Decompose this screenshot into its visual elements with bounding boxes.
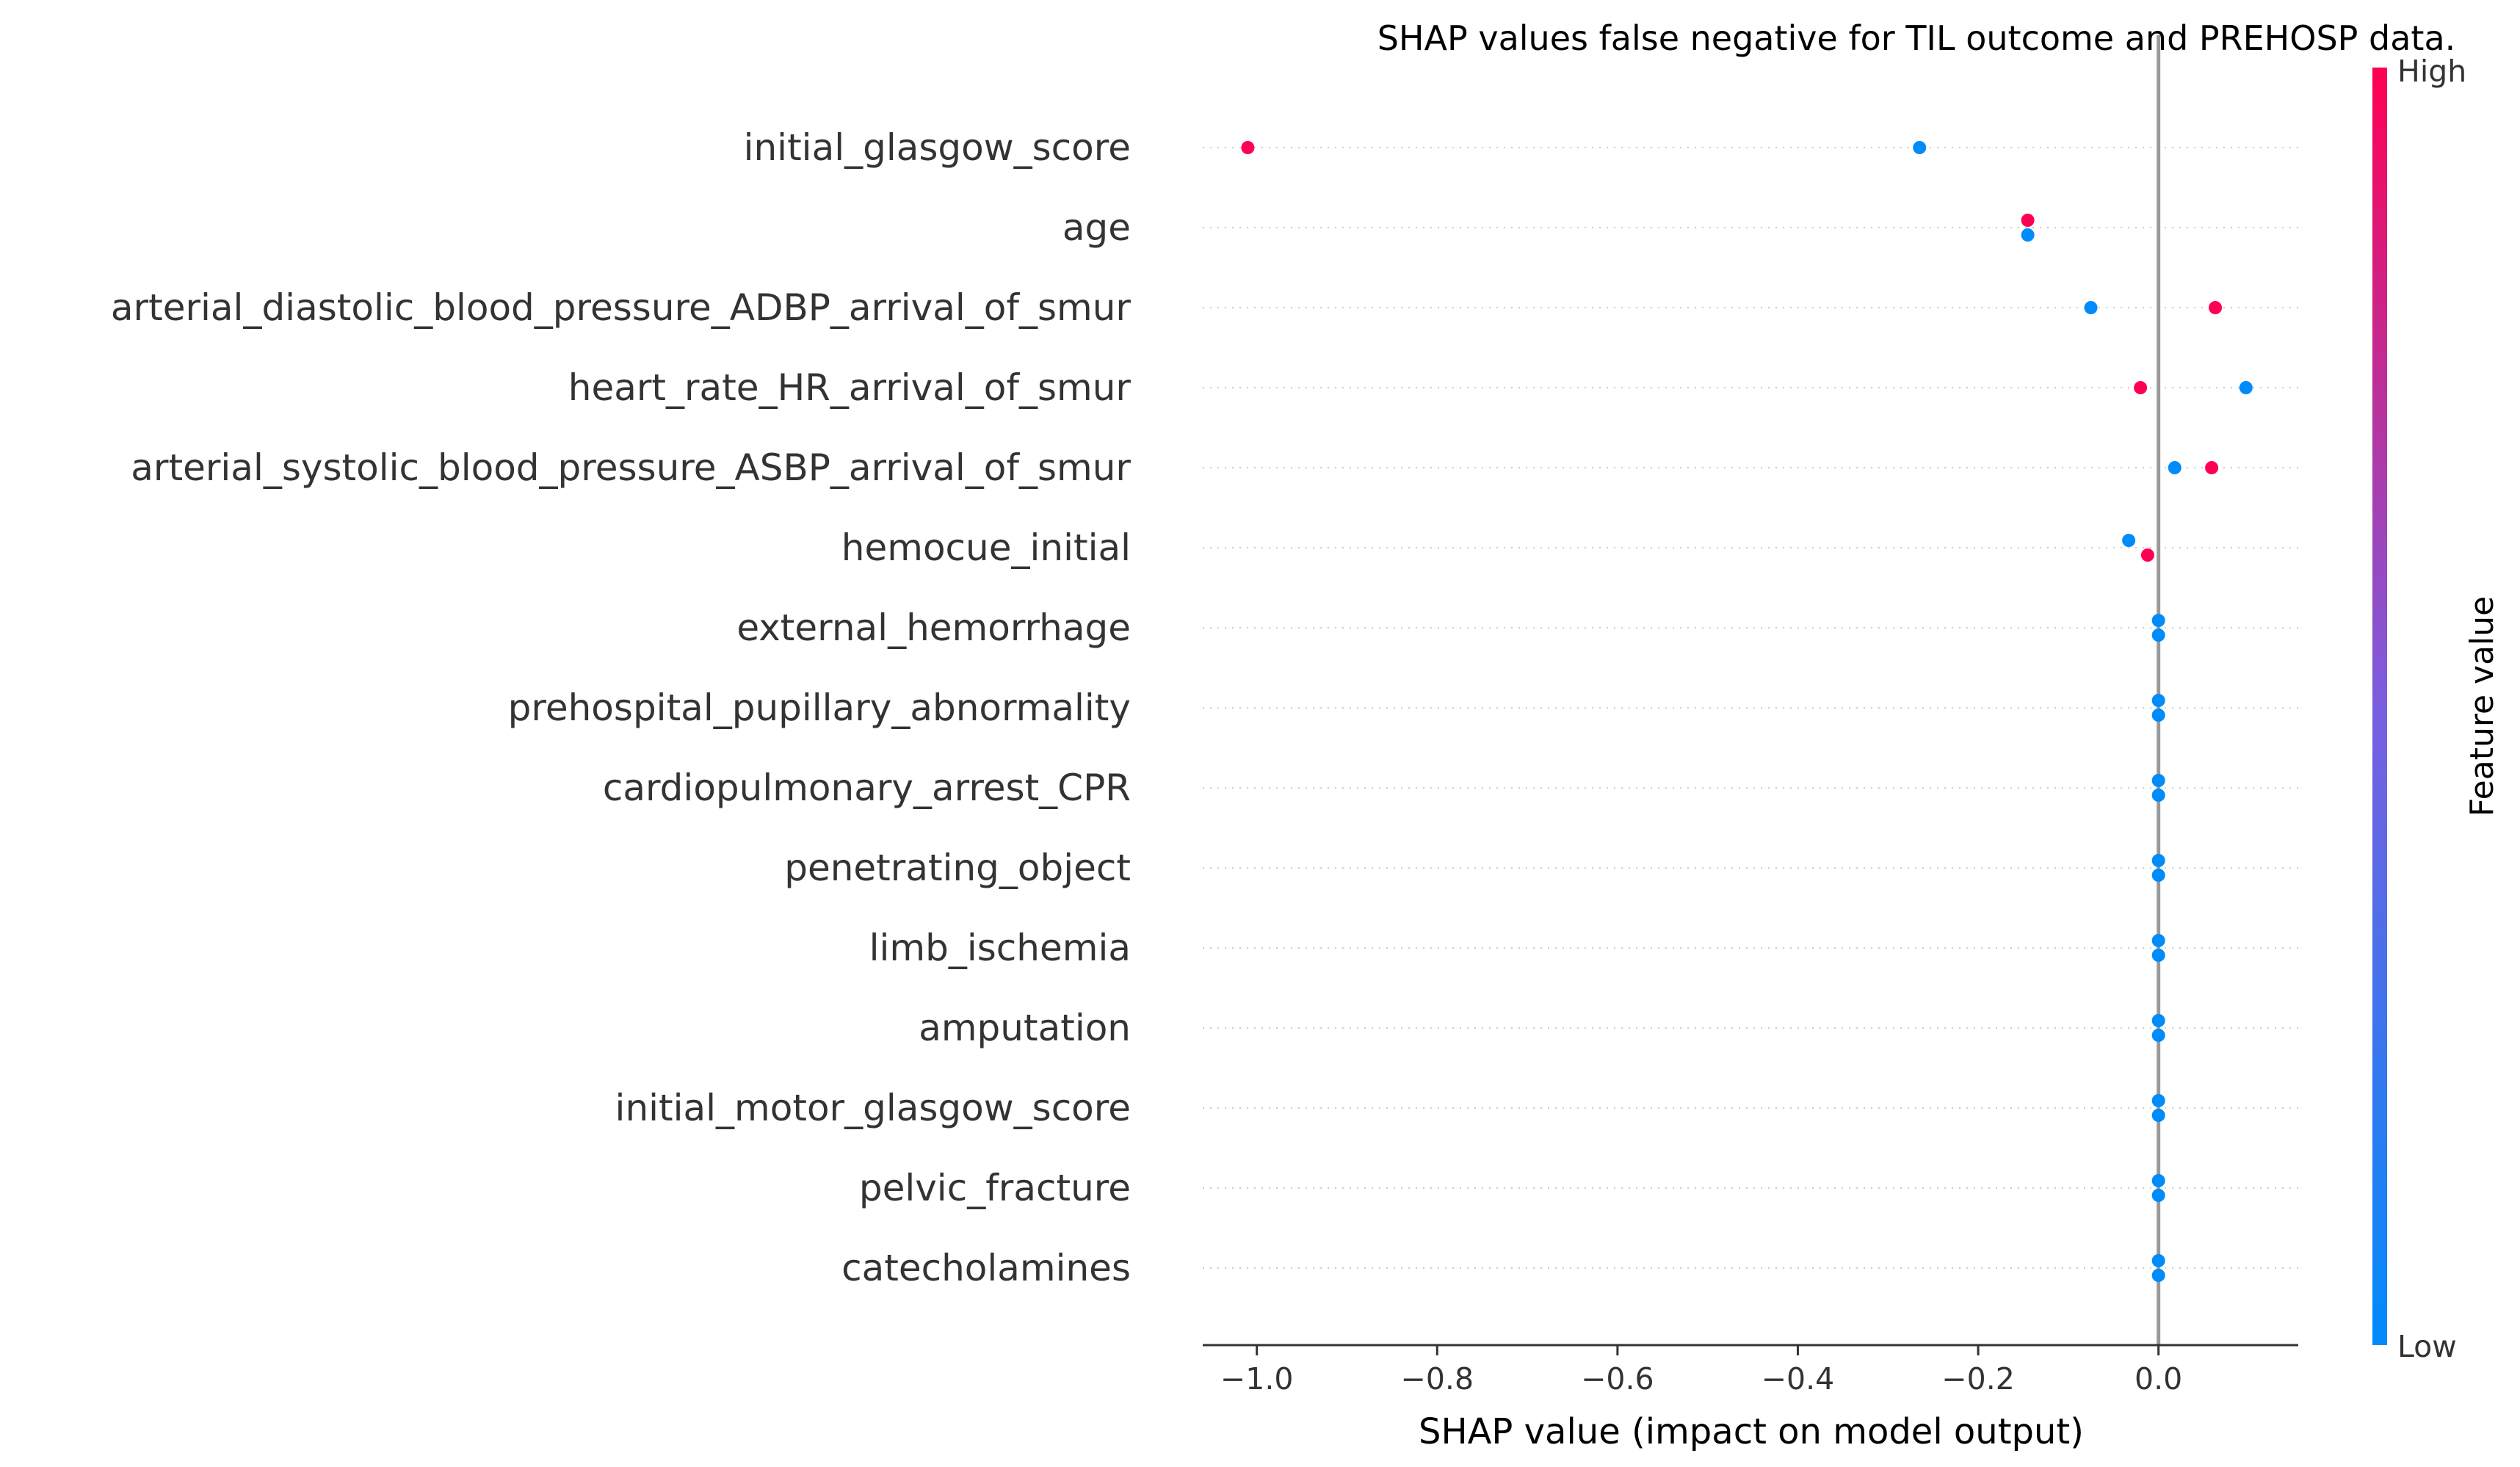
- x-tick-label: −0.4: [1762, 1361, 1835, 1397]
- x-tick-label: −0.2: [1941, 1361, 2015, 1397]
- shap-point: [2151, 694, 2165, 707]
- shap-point: [2151, 614, 2165, 627]
- x-tick-label: −1.0: [1220, 1361, 1294, 1397]
- feature-label: arterial_diastolic_blood_pressure_ADBP_a…: [111, 286, 1132, 329]
- feature-label: penetrating_object: [784, 847, 1131, 889]
- shap-point: [2151, 1094, 2165, 1107]
- feature-label: limb_ischemia: [869, 927, 1131, 969]
- shap-point: [2151, 949, 2165, 962]
- shap-point: [1241, 141, 1255, 154]
- feature-label: hemocue_initial: [841, 526, 1131, 569]
- shap-point: [2151, 854, 2165, 867]
- x-tick-label: −0.6: [1581, 1361, 1654, 1397]
- feature-label: heart_rate_HR_arrival_of_smur: [568, 366, 1132, 409]
- shap-points: [1241, 141, 2253, 1282]
- shap-point: [2151, 774, 2165, 787]
- shap-point: [2122, 534, 2136, 547]
- shap-point: [2021, 214, 2035, 227]
- colorbar: High Low Feature value: [2372, 54, 2501, 1364]
- shap-point: [2140, 548, 2154, 562]
- shap-point: [2151, 709, 2165, 722]
- shap-point: [2151, 1174, 2165, 1187]
- chart-title: SHAP values false negative for TIL outco…: [1377, 18, 2456, 58]
- shap-point: [2151, 789, 2165, 802]
- feature-label: external_hemorrhage: [736, 606, 1131, 649]
- shap-point: [2151, 1269, 2165, 1282]
- feature-label: amputation: [919, 1007, 1131, 1049]
- shap-point: [2134, 381, 2148, 394]
- feature-label: prehospital_pupillary_abnormality: [508, 687, 1131, 729]
- shap-point: [2151, 1254, 2165, 1267]
- feature-label: pelvic_fracture: [859, 1167, 1131, 1209]
- row-gridlines: [1203, 147, 2298, 1269]
- colorbar-high-label: High: [2397, 54, 2466, 89]
- feature-label: age: [1062, 206, 1131, 249]
- shap-point: [2168, 461, 2182, 474]
- shap-point: [2239, 381, 2253, 394]
- feature-label: catecholamines: [841, 1247, 1131, 1289]
- shap-point: [2209, 301, 2223, 314]
- x-tick-label: 0.0: [2135, 1361, 2182, 1397]
- feature-label: initial_glasgow_score: [744, 126, 1131, 169]
- shap-point: [2151, 629, 2165, 642]
- shap-point: [2205, 461, 2219, 474]
- shap-point: [2151, 1189, 2165, 1202]
- shap-point: [2151, 934, 2165, 947]
- shap-point: [2084, 301, 2098, 314]
- colorbar-title: Feature value: [2463, 596, 2501, 816]
- shap-point: [2021, 228, 2035, 242]
- shap-point: [2151, 869, 2165, 882]
- shap-point: [2151, 1029, 2165, 1042]
- colorbar-gradient: [2372, 68, 2387, 1345]
- feature-label: arterial_systolic_blood_pressure_ASBP_ar…: [131, 446, 1131, 489]
- colorbar-low-label: Low: [2397, 1329, 2457, 1364]
- shap-point: [2151, 1014, 2165, 1027]
- feature-label: cardiopulmonary_arrest_CPR: [603, 767, 1131, 809]
- shap-point: [2151, 1109, 2165, 1122]
- shap-point: [1913, 141, 1927, 154]
- x-tick-label: −0.8: [1400, 1361, 1474, 1397]
- x-axis-title: SHAP value (impact on model output): [1419, 1411, 2084, 1452]
- feature-label: initial_motor_glasgow_score: [615, 1087, 1131, 1129]
- x-axis-ticks: −1.0 −0.8 −0.6 −0.4 −0.2 0.0: [1220, 1345, 2182, 1397]
